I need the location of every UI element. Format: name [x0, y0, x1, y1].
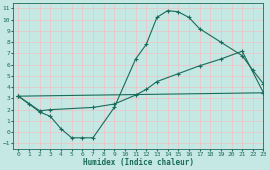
- X-axis label: Humidex (Indice chaleur): Humidex (Indice chaleur): [83, 158, 194, 167]
